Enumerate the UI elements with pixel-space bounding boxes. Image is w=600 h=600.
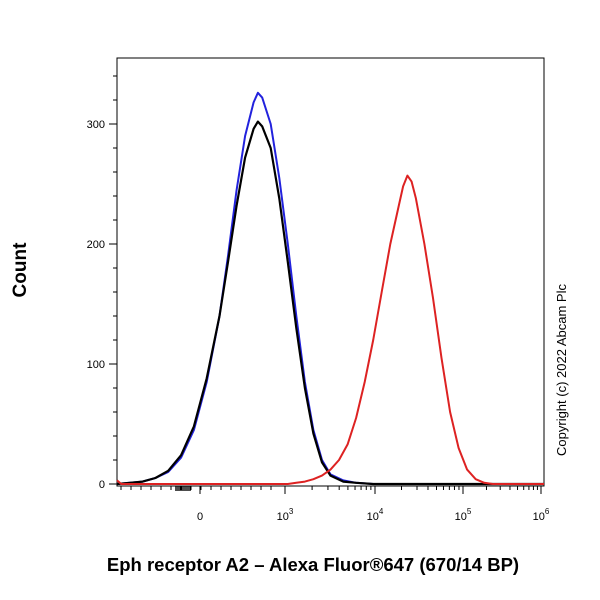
y-axis: 0 100 200 300 <box>87 75 117 491</box>
y-tick-label: 100 <box>87 359 105 371</box>
y-tick-label: 300 <box>87 119 105 131</box>
x-tick-label: 104 <box>367 507 384 523</box>
copyright-note: Copyright (c) 2022 Abcam Plc <box>554 284 569 456</box>
histogram-series-1 <box>116 91 544 485</box>
x-tick-label: 105 <box>455 507 472 523</box>
x-tick-label: 106 <box>533 507 550 523</box>
y-tick-label: 200 <box>87 239 105 251</box>
series-layer <box>116 91 544 486</box>
histogram-series-2 <box>116 120 544 486</box>
y-axis-title: Count <box>10 242 31 298</box>
histogram-series-3 <box>116 174 544 485</box>
x-tick-label: 103 <box>277 507 294 523</box>
x-axis: 0 103 104 105 106 <box>120 486 550 523</box>
x-axis-title: Eph receptor A2 – Alexa Fluor®647 (670/1… <box>107 554 519 575</box>
plot-frame <box>116 57 545 487</box>
x-tick-label: 0 <box>197 511 203 523</box>
y-tick-label: 0 <box>99 479 105 491</box>
